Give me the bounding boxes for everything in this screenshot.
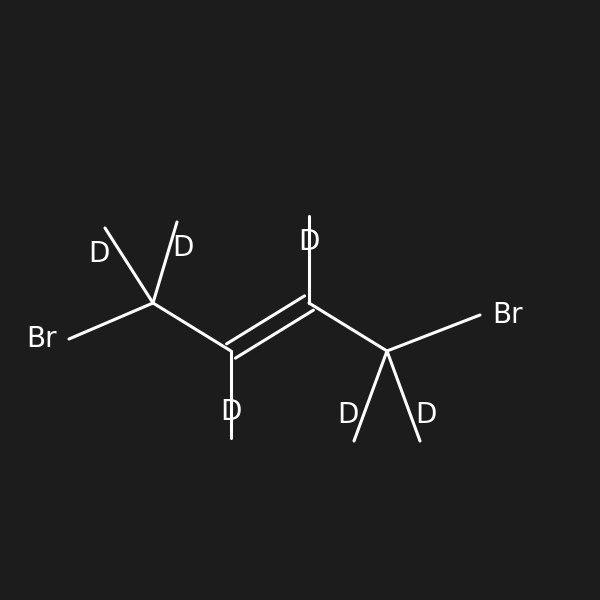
Text: Br: Br bbox=[492, 301, 523, 329]
Text: D: D bbox=[415, 401, 437, 429]
Text: D: D bbox=[298, 228, 320, 256]
Text: D: D bbox=[88, 240, 110, 268]
Text: Br: Br bbox=[26, 325, 57, 353]
Text: D: D bbox=[337, 401, 359, 429]
Text: D: D bbox=[172, 234, 194, 262]
Text: D: D bbox=[220, 398, 242, 426]
